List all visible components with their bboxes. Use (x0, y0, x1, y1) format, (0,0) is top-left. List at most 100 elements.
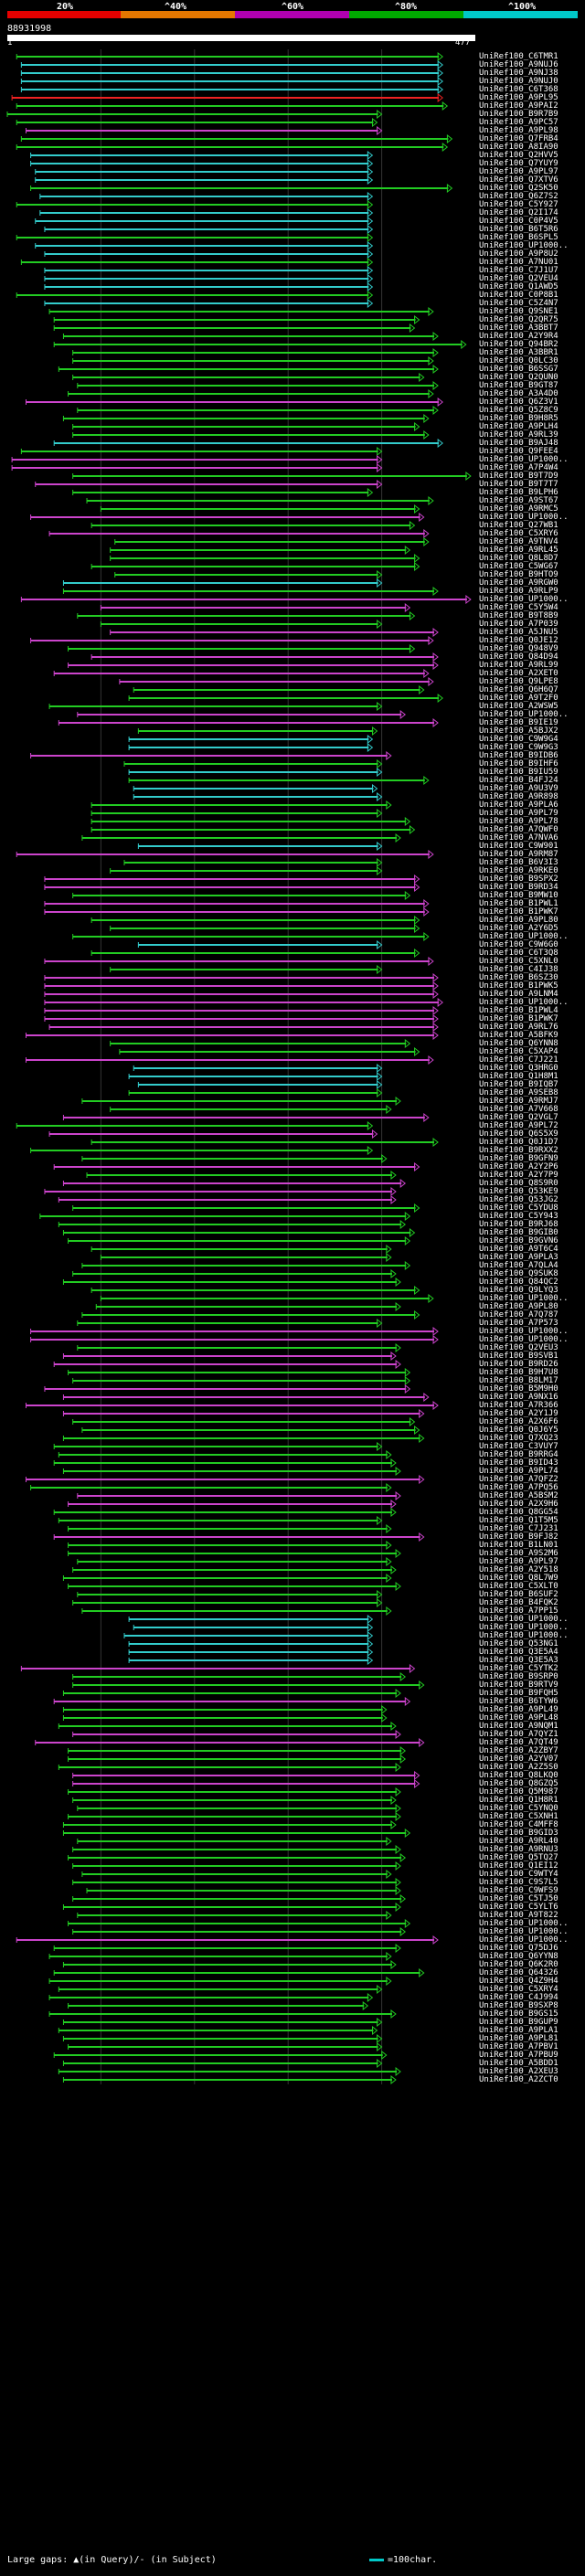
hit-label[interactable]: UniRef100_B9ID43 (479, 1458, 558, 1468)
hit-alignment[interactable] (90, 816, 411, 827)
hit-alignment[interactable] (53, 1359, 401, 1370)
hit-alignment[interactable] (137, 939, 383, 950)
hit-alignment[interactable] (81, 1260, 411, 1271)
hit-alignment[interactable] (62, 1902, 401, 1913)
hit-label[interactable]: UniRef100_Q27WB1 (479, 521, 558, 530)
hit-label[interactable]: UniRef100_A9PL78 (479, 817, 558, 826)
hit-label[interactable]: UniRef100_A7QFZ2 (479, 1475, 558, 1484)
hit-label[interactable]: UniRef100_B9FQH5 (479, 1689, 558, 1698)
hit-label[interactable]: UniRef100_Q0J1D7 (479, 1138, 558, 1147)
hit-alignment[interactable] (110, 545, 411, 556)
hit-alignment[interactable] (16, 199, 374, 210)
hit-alignment[interactable] (128, 693, 443, 704)
hit-alignment[interactable] (16, 117, 378, 128)
hit-label[interactable]: UniRef100_C5XRY6 (479, 529, 558, 538)
hit-label[interactable]: UniRef100_B6V3I3 (479, 858, 558, 867)
hit-label[interactable]: UniRef100_A9NJ38 (479, 69, 558, 78)
hit-label[interactable]: UniRef100_A2Y7P9 (479, 1171, 558, 1180)
hit-alignment[interactable] (20, 76, 443, 87)
hit-label[interactable]: UniRef100_A9T6C4 (479, 1245, 558, 1254)
hit-alignment[interactable] (81, 1869, 392, 1880)
hit-alignment[interactable] (123, 857, 383, 868)
hit-label[interactable]: UniRef100_B1LN01 (479, 1541, 558, 1550)
hit-label[interactable]: UniRef100_A9PLA6 (479, 800, 558, 810)
hit-alignment[interactable] (6, 109, 383, 120)
hit-alignment[interactable] (128, 1087, 383, 1098)
hit-label[interactable]: UniRef100_A9RLP9 (479, 587, 558, 596)
hit-label[interactable]: UniRef100_UP1000.. (479, 1935, 569, 1945)
hit-label[interactable]: UniRef100_UP1000.. (479, 1615, 569, 1624)
hit-alignment[interactable] (48, 528, 430, 539)
hit-label[interactable]: UniRef100_B9GID3 (479, 1829, 558, 1838)
hit-label[interactable]: UniRef100_A9PL48 (479, 1713, 558, 1723)
hit-label[interactable]: UniRef100_C5XAP4 (479, 1047, 558, 1056)
hit-label[interactable]: UniRef100_Q0JE12 (479, 636, 558, 645)
hit-label[interactable]: UniRef100_A8IA90 (479, 143, 558, 152)
hit-alignment[interactable] (137, 726, 378, 737)
hit-label[interactable]: UniRef100_A9RGW0 (479, 578, 558, 588)
hit-alignment[interactable] (100, 619, 383, 630)
hit-alignment[interactable] (30, 183, 453, 194)
hit-label[interactable]: UniRef100_A9PAI2 (479, 101, 558, 111)
hit-label[interactable]: UniRef100_A9SEB8 (479, 1088, 558, 1097)
hit-alignment[interactable] (44, 972, 439, 983)
hit-alignment[interactable] (128, 734, 374, 745)
hit-label[interactable]: UniRef100_A9PL80 (479, 1302, 558, 1311)
hit-label[interactable]: UniRef100_B9RRG4 (479, 1450, 558, 1459)
hit-alignment[interactable] (62, 1712, 388, 1723)
hit-alignment[interactable] (20, 446, 383, 457)
hit-label[interactable]: UniRef100_A9RL99 (479, 661, 558, 670)
hit-label[interactable]: UniRef100_B6SZ30 (479, 973, 558, 982)
hit-alignment[interactable] (44, 265, 374, 276)
hit-alignment[interactable] (53, 1458, 397, 1468)
hit-alignment[interactable] (58, 1219, 407, 1230)
hit-label[interactable]: UniRef100_A5BDD1 (479, 2059, 558, 2068)
hit-label[interactable]: UniRef100_Q1T5M5 (479, 1516, 558, 1525)
hit-label[interactable]: UniRef100_A9PLH4 (479, 422, 558, 431)
hit-alignment[interactable] (68, 2041, 383, 2052)
hit-label[interactable]: UniRef100_Q7YUY9 (479, 159, 558, 168)
hit-alignment[interactable] (100, 1252, 392, 1263)
hit-alignment[interactable] (62, 1277, 401, 1288)
hit-label[interactable]: UniRef100_Q2QR75 (479, 315, 558, 324)
hit-label[interactable]: UniRef100_UP1000.. (479, 998, 569, 1007)
hit-label[interactable]: UniRef100_A3BBT7 (479, 323, 558, 333)
hit-label[interactable]: UniRef100_Q84QC2 (479, 1277, 558, 1287)
hit-alignment[interactable] (119, 1046, 420, 1057)
hit-alignment[interactable] (72, 1795, 397, 1806)
hit-label[interactable]: UniRef100_Q6K2R0 (479, 1960, 558, 1969)
hit-label[interactable]: UniRef100_A9PL72 (479, 1121, 558, 1130)
hit-alignment[interactable] (53, 1507, 397, 1518)
hit-alignment[interactable] (128, 742, 374, 753)
hit-alignment[interactable] (90, 824, 416, 835)
hit-alignment[interactable] (68, 2000, 369, 2011)
hit-alignment[interactable] (35, 240, 374, 251)
hit-alignment[interactable] (62, 1178, 407, 1189)
hit-alignment[interactable] (30, 750, 392, 761)
hit-alignment[interactable] (44, 249, 374, 260)
hit-label[interactable]: UniRef100_A7NVA6 (479, 833, 558, 843)
hit-alignment[interactable] (44, 898, 430, 909)
hit-label[interactable]: UniRef100_B6SPL5 (479, 233, 558, 242)
hit-alignment[interactable] (58, 1449, 392, 1460)
hit-alignment[interactable] (110, 865, 383, 876)
hit-label[interactable]: UniRef100_UP1000.. (479, 1919, 569, 1928)
hit-label[interactable]: UniRef100_C9WTY4 (479, 1870, 558, 1879)
hit-alignment[interactable] (16, 51, 443, 62)
hit-alignment[interactable] (90, 808, 383, 819)
hit-alignment[interactable] (11, 454, 383, 465)
hit-alignment[interactable] (128, 1638, 374, 1649)
hit-label[interactable]: UniRef100_A2Y2P6 (479, 1162, 558, 1171)
hit-alignment[interactable] (16, 232, 374, 243)
hit-alignment[interactable] (58, 1984, 383, 1995)
hit-label[interactable]: UniRef100_A9T2F0 (479, 694, 558, 703)
hit-alignment[interactable] (72, 890, 411, 901)
hit-label[interactable]: UniRef100_B9RD26 (479, 1360, 558, 1369)
hit-label[interactable]: UniRef100_C9W6G0 (479, 940, 558, 949)
hit-label[interactable]: UniRef100_Q9LPE8 (479, 677, 558, 686)
hit-alignment[interactable] (119, 676, 434, 687)
hit-alignment[interactable] (137, 1079, 383, 1090)
hit-label[interactable]: UniRef100_B1PWK7 (479, 1014, 558, 1023)
hit-alignment[interactable] (128, 1647, 374, 1658)
hit-alignment[interactable] (72, 1268, 397, 1279)
